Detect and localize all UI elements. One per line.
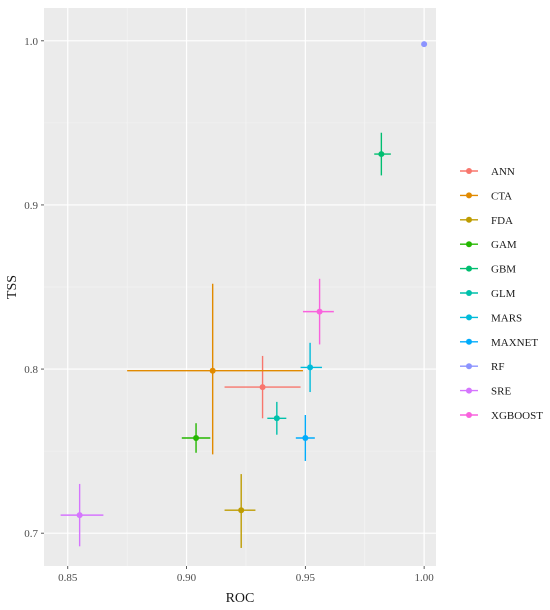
y-tick-label: 1.0 [24, 36, 38, 48]
data-points [76, 41, 428, 519]
major-gridlines [44, 8, 436, 566]
legend-marker-ann [466, 168, 472, 174]
legend-label-cta: CTA [491, 190, 512, 202]
legend-label-ann: ANN [491, 166, 515, 178]
point-xgboost [316, 308, 323, 315]
point-sre [76, 512, 83, 519]
legend-label-sre: SRE [491, 386, 511, 398]
y-tick-label: 0.8 [24, 364, 38, 376]
point-ann [259, 384, 266, 391]
x-tick-label: 0.85 [58, 572, 78, 584]
legend-marker-fda [466, 216, 472, 223]
legend-marker-xgboost [466, 412, 472, 418]
legend-label-gam: GAM [491, 239, 517, 251]
legend-label-gbm: GBM [491, 264, 516, 276]
legend-marker-gbm [466, 265, 472, 272]
legend-label-glm: GLM [491, 288, 516, 300]
point-gbm [378, 151, 385, 158]
x-axis-title: ROC [226, 591, 255, 606]
legend-label-maxnet: MAXNET [491, 337, 538, 349]
x-tick-label: 0.90 [177, 572, 197, 584]
point-maxnet [302, 434, 309, 441]
x-tick-label: 0.95 [296, 572, 316, 584]
legend-marker-sre [466, 387, 472, 394]
point-cta [209, 367, 216, 374]
legend-label-xgboost: XGBOOST [491, 410, 543, 422]
y-tick-label: 0.9 [24, 200, 38, 212]
legend-label-rf: RF [491, 361, 504, 373]
legend-label-fda: FDA [491, 215, 513, 227]
legend: ANN CTA FDA GAM GBM GLM MARS MAXNET RF SRE XGBOOST [460, 166, 543, 422]
legend-marker-cta [466, 192, 472, 199]
x-tick-label: 1.00 [414, 572, 434, 584]
x-axis-ticks: 0.85 0.90 0.95 1.00 [58, 566, 434, 584]
y-axis-ticks: 0.7 0.8 0.9 1.0 [24, 36, 44, 540]
legend-marker-mars [466, 314, 472, 321]
minor-gridlines [44, 8, 436, 566]
legend-marker-gam [466, 241, 472, 248]
legend-marker-rf [466, 363, 472, 370]
legend-marker-glm [466, 290, 472, 296]
y-axis-title: TSS [5, 275, 20, 299]
point-glm [273, 415, 280, 422]
point-rf [421, 41, 428, 48]
legend-marker-maxnet [466, 338, 472, 345]
legend-label-mars: MARS [491, 312, 522, 324]
point-mars [307, 364, 314, 371]
y-tick-label: 0.7 [24, 528, 38, 540]
point-fda [238, 507, 245, 514]
point-gam [193, 434, 200, 441]
